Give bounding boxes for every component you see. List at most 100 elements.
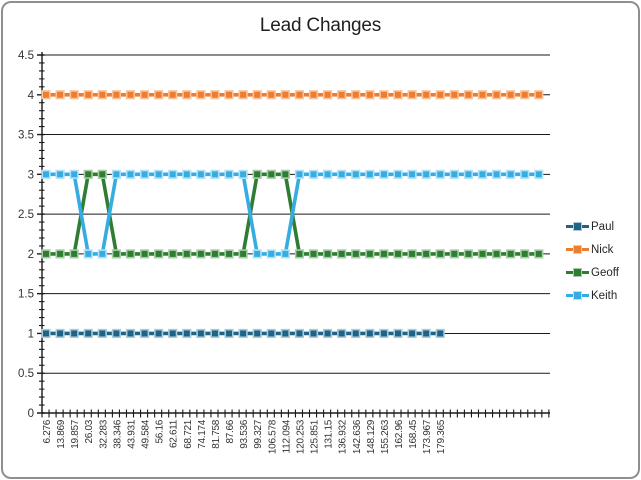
series-marker-nick	[182, 90, 192, 100]
series-marker-geoff	[491, 249, 502, 259]
series-marker-geoff	[196, 249, 206, 259]
series-marker-geoff	[351, 249, 361, 259]
series-marker-paul	[435, 328, 445, 339]
series-marker-geoff	[182, 249, 192, 259]
series-marker-geoff	[365, 249, 375, 259]
series-marker-nick	[365, 90, 375, 100]
series-marker-keith	[322, 169, 333, 179]
series-marker-nick	[322, 90, 333, 100]
series-marker-geoff	[534, 249, 544, 259]
x-tick-label: 136.932	[338, 419, 349, 454]
series-marker-paul	[210, 328, 220, 339]
series-marker-paul	[55, 328, 65, 339]
legend-item-geoff: Geoff	[566, 266, 619, 279]
series-marker-nick	[196, 90, 206, 100]
series-marker-nick	[435, 90, 445, 100]
x-tick-label: 131.15	[324, 419, 335, 449]
series-marker-paul	[41, 328, 51, 339]
series-marker-keith	[308, 169, 319, 179]
y-tick-label: 1	[28, 328, 34, 340]
x-tick-label: 93.536	[239, 419, 250, 449]
series-marker-keith	[111, 169, 121, 179]
y-tick-label: 0.5	[18, 368, 34, 380]
series-marker-keith	[393, 169, 403, 179]
series-marker-paul	[182, 328, 192, 339]
series-marker-paul	[308, 328, 319, 339]
x-tick-label: 62.611	[169, 419, 180, 448]
series-marker-geoff	[252, 169, 262, 179]
chart-title: Lead Changes	[259, 15, 382, 36]
x-tick-label: 148.129	[366, 419, 377, 454]
series-marker-keith	[224, 169, 234, 179]
series-marker-keith	[55, 169, 65, 179]
legend: Paul Nick Geoff Keith	[566, 220, 619, 302]
series-marker-nick	[379, 90, 389, 100]
x-tick-label: 49.584	[141, 419, 152, 449]
series-marker-paul	[252, 328, 262, 339]
legend-label: Geoff	[591, 266, 619, 279]
series-marker-geoff	[210, 249, 220, 259]
series-marker-nick	[238, 90, 248, 100]
series-marker-keith	[463, 169, 474, 179]
series-marker-paul	[97, 328, 107, 339]
series-marker-keith	[351, 169, 361, 179]
series-marker-geoff	[308, 249, 319, 259]
series-marker-nick	[111, 90, 121, 100]
series-marker-paul	[111, 328, 121, 339]
series-marker-nick	[41, 90, 51, 100]
series-marker-nick	[224, 90, 234, 100]
legend-item-keith: Keith	[566, 289, 619, 302]
series-marker-nick	[97, 90, 107, 100]
x-tick-label: 173.967	[422, 419, 433, 454]
series-marker-nick	[139, 90, 150, 100]
series-marker-paul	[196, 328, 206, 339]
x-tick-label: 120.253	[295, 419, 306, 454]
y-tick-label: 3	[28, 169, 34, 181]
series-marker-geoff	[449, 249, 459, 259]
series-marker-paul	[238, 328, 248, 339]
legend-swatch-nick	[566, 243, 589, 256]
series-marker-keith	[294, 169, 305, 179]
legend-swatch-keith	[566, 289, 589, 302]
series-marker-geoff	[463, 249, 474, 259]
series-marker-geoff	[280, 169, 290, 179]
legend-label: Nick	[591, 243, 614, 256]
legend-item-paul: Paul	[566, 220, 619, 233]
x-tick-label: 81.758	[211, 419, 222, 449]
series-marker-paul	[337, 328, 347, 339]
x-tick-label: 106.578	[267, 419, 278, 454]
series-marker-paul	[379, 328, 389, 339]
x-tick-label: 168.45	[408, 419, 419, 449]
series-marker-paul	[125, 328, 136, 339]
series-marker-geoff	[83, 169, 93, 179]
legend-item-nick: Nick	[566, 243, 619, 256]
series-marker-nick	[210, 90, 220, 100]
legend-label: Paul	[591, 220, 615, 233]
series-marker-keith	[238, 169, 248, 179]
x-tick-label: 162.96	[394, 419, 405, 449]
y-tick-label: 4	[28, 90, 35, 102]
x-tick-label: 68.721	[183, 419, 194, 449]
series-marker-geoff	[337, 249, 347, 259]
x-tick-label: 112.094	[281, 419, 292, 453]
x-tick-label: 43.931	[126, 419, 137, 449]
series-marker-nick	[393, 90, 403, 100]
series-marker-paul	[294, 328, 305, 339]
x-tick-label: 13.869	[56, 419, 67, 449]
x-tick-label: 26.03	[84, 419, 95, 443]
series-marker-keith	[280, 249, 290, 259]
y-tick-label: 3.5	[18, 130, 34, 142]
series-marker-nick	[351, 90, 361, 100]
x-tick-label: 125.851	[310, 419, 321, 454]
series-marker-nick	[55, 90, 65, 100]
legend-swatch-paul	[566, 220, 589, 233]
series-marker-nick	[491, 90, 502, 100]
series-marker-keith	[449, 169, 459, 179]
series-marker-keith	[506, 169, 516, 179]
series-marker-paul	[139, 328, 150, 339]
series-marker-keith	[41, 169, 51, 179]
series-marker-keith	[83, 249, 93, 259]
series-marker-geoff	[407, 249, 417, 259]
x-tick-label: 6.276	[42, 419, 53, 443]
